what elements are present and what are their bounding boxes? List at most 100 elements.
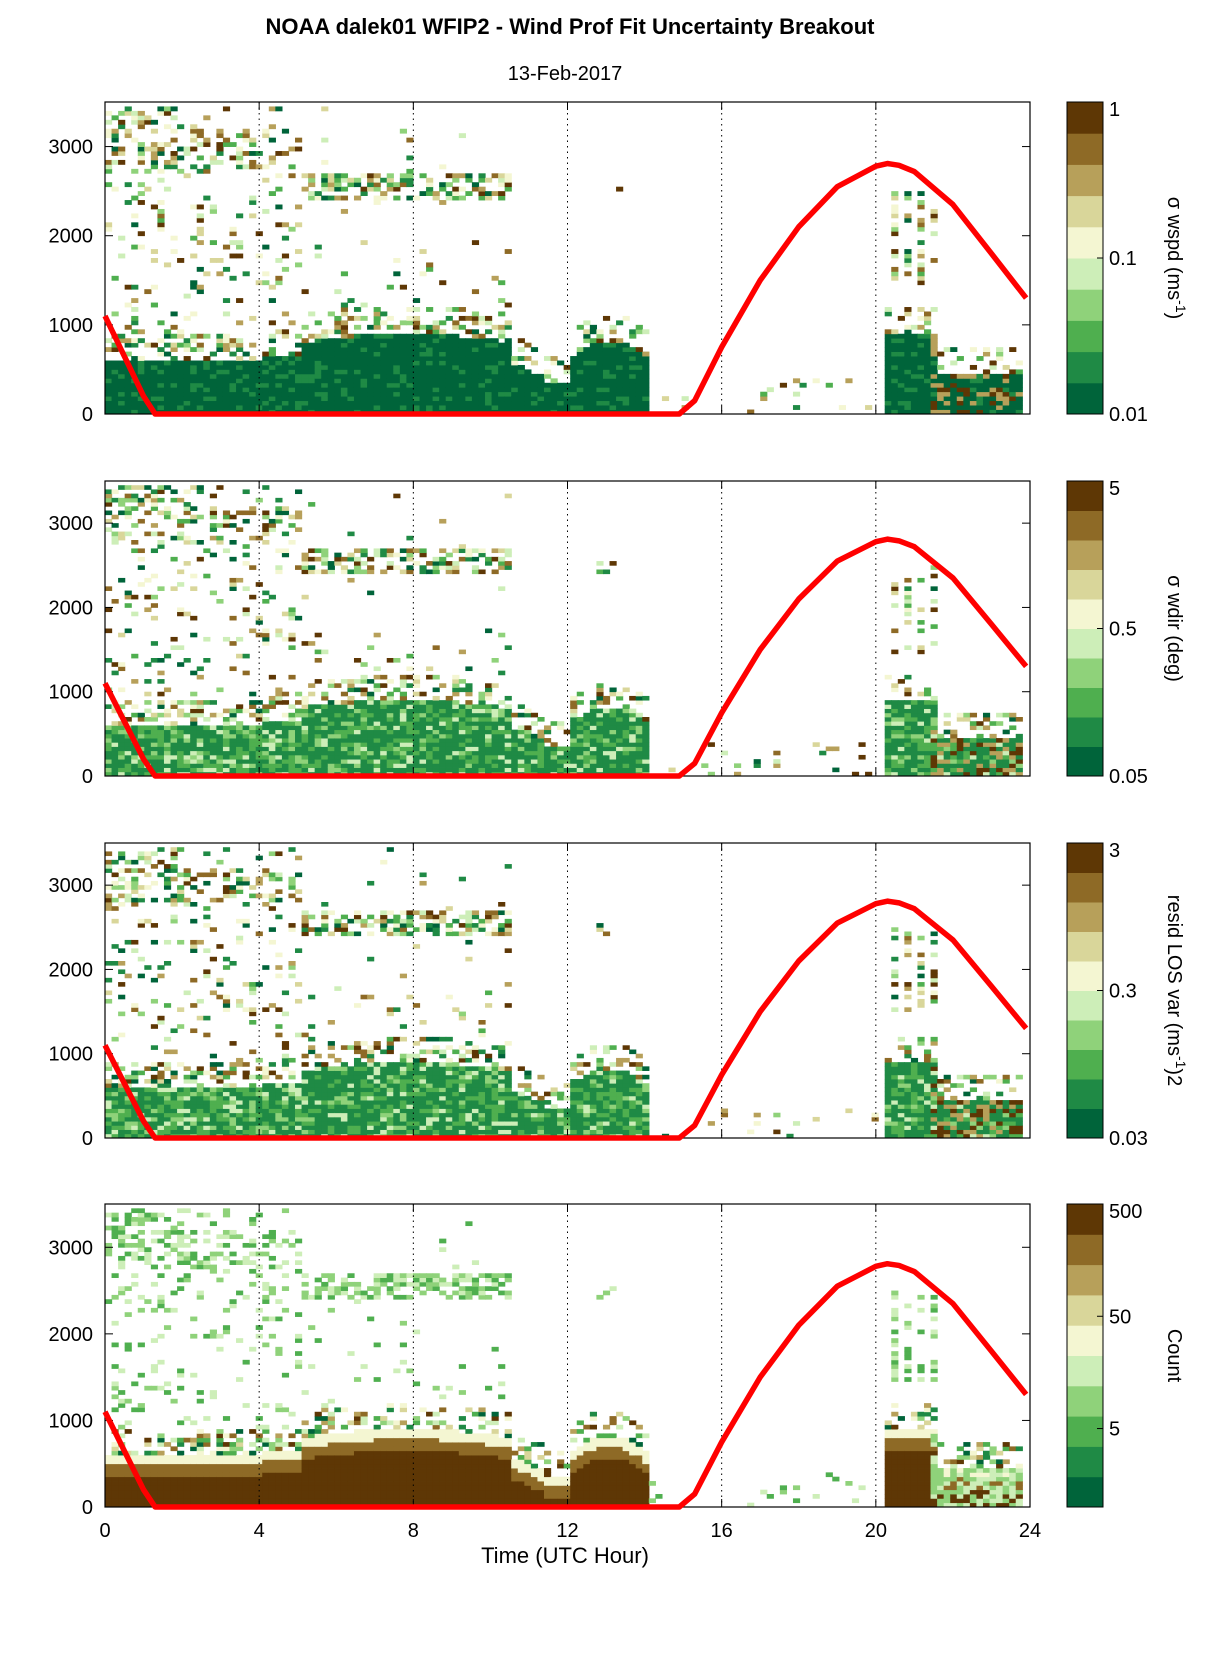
heatmap-cell xyxy=(255,373,263,379)
heatmap-cell xyxy=(406,674,414,680)
heatmap-cell xyxy=(891,213,899,219)
heatmap-cell xyxy=(360,746,368,752)
heatmap-cell xyxy=(386,767,394,773)
heatmap-cell xyxy=(308,396,316,402)
heatmap-cell xyxy=(635,356,643,361)
heatmap-cell xyxy=(596,717,604,722)
heatmap-cell xyxy=(406,548,414,554)
heatmap-cell xyxy=(432,695,440,701)
heatmap-cell xyxy=(380,750,388,756)
heatmap-cell xyxy=(622,717,630,722)
heatmap-cell xyxy=(550,721,558,726)
heatmap-cell xyxy=(347,767,355,773)
heatmap-cell xyxy=(190,573,198,579)
heatmap-cell xyxy=(969,382,978,388)
heatmap-cell xyxy=(144,382,152,388)
heatmap-cell xyxy=(373,391,381,397)
heatmap-cell xyxy=(576,733,584,739)
heatmap-cell xyxy=(327,683,335,688)
heatmap-cell xyxy=(963,387,971,393)
heatmap-cell xyxy=(616,360,624,366)
heatmap-cell xyxy=(393,721,401,726)
heatmap-cell xyxy=(262,271,270,277)
heatmap-cell xyxy=(196,872,204,878)
heatmap-cell xyxy=(557,759,565,764)
heatmap-cell xyxy=(904,324,912,330)
heatmap-cell xyxy=(458,351,466,357)
heatmap-cell xyxy=(596,754,604,760)
heatmap-cell xyxy=(373,712,381,718)
heatmap-cell xyxy=(196,128,204,134)
heatmap-cell xyxy=(583,378,591,384)
heatmap-cell xyxy=(144,855,152,861)
heatmap-cell xyxy=(340,556,349,562)
heatmap-cell xyxy=(602,391,611,397)
heatmap-cell xyxy=(177,746,185,752)
heatmap-cell xyxy=(910,771,919,777)
heatmap-cell xyxy=(924,396,932,402)
heatmap-cell xyxy=(950,396,958,402)
heatmap-cell xyxy=(439,369,447,375)
heatmap-cell xyxy=(602,351,611,357)
heatmap-cell xyxy=(629,742,637,747)
heatmap-cell xyxy=(537,767,545,773)
heatmap-cell xyxy=(543,387,552,393)
heatmap-cell xyxy=(275,746,283,752)
heatmap-cell xyxy=(360,347,368,352)
heatmap-cell xyxy=(904,754,912,760)
heatmap-cell xyxy=(124,409,132,415)
heatmap-cell xyxy=(504,548,512,554)
heatmap-cell xyxy=(412,315,421,321)
heatmap-cell xyxy=(478,186,486,192)
heatmap-cell xyxy=(340,691,349,697)
heatmap-cell xyxy=(163,342,172,348)
heatmap-cell xyxy=(478,759,486,764)
heatmap-cell xyxy=(891,409,899,415)
heatmap-cell xyxy=(111,859,119,865)
heatmap-cell xyxy=(570,721,578,726)
heatmap-cell xyxy=(917,315,925,321)
heatmap-cell xyxy=(969,767,978,773)
heatmap-cell xyxy=(412,746,421,752)
heatmap-cell xyxy=(308,191,316,196)
heatmap-cell xyxy=(576,767,584,773)
heatmap-cell xyxy=(150,146,159,152)
heatmap-cell xyxy=(229,1087,237,1093)
heatmap-cell xyxy=(386,700,394,705)
heatmap-cell xyxy=(471,351,480,357)
heatmap-cell xyxy=(301,641,309,646)
heatmap-cell xyxy=(360,729,368,735)
heatmap-cell xyxy=(308,759,316,764)
heatmap-cell xyxy=(183,1066,191,1071)
heatmap-cell xyxy=(249,893,257,899)
heatmap-cell xyxy=(275,695,283,701)
heatmap-cell xyxy=(137,329,145,335)
heatmap-cell xyxy=(262,767,270,773)
heatmap-cell xyxy=(517,704,525,709)
heatmap-cell xyxy=(111,880,119,886)
heatmap-cell xyxy=(137,497,145,503)
heatmap-cell xyxy=(209,208,217,214)
heatmap-cell xyxy=(367,182,375,188)
heatmap-cell xyxy=(124,531,132,537)
heatmap-cell xyxy=(190,1087,198,1093)
heatmap-cell xyxy=(131,939,139,945)
heatmap-cell xyxy=(596,356,604,361)
heatmap-cell xyxy=(504,767,512,773)
heatmap-cell xyxy=(111,746,119,752)
heatmap-cell xyxy=(216,712,224,718)
heatmap-cell xyxy=(295,527,303,532)
heatmap-cell xyxy=(583,738,591,743)
heatmap-cell xyxy=(262,396,270,402)
heatmap-cell xyxy=(1002,738,1010,743)
heatmap-cell xyxy=(858,742,866,747)
heatmap-cell xyxy=(268,704,276,709)
heatmap-cell xyxy=(884,712,892,718)
heatmap-cell xyxy=(635,691,643,697)
heatmap-cell xyxy=(471,360,480,366)
heatmap-cell xyxy=(242,396,250,402)
heatmap-cell xyxy=(170,1087,178,1093)
heatmap-cell xyxy=(131,396,139,402)
heatmap-cell xyxy=(924,700,932,705)
heatmap-cell xyxy=(452,733,460,739)
